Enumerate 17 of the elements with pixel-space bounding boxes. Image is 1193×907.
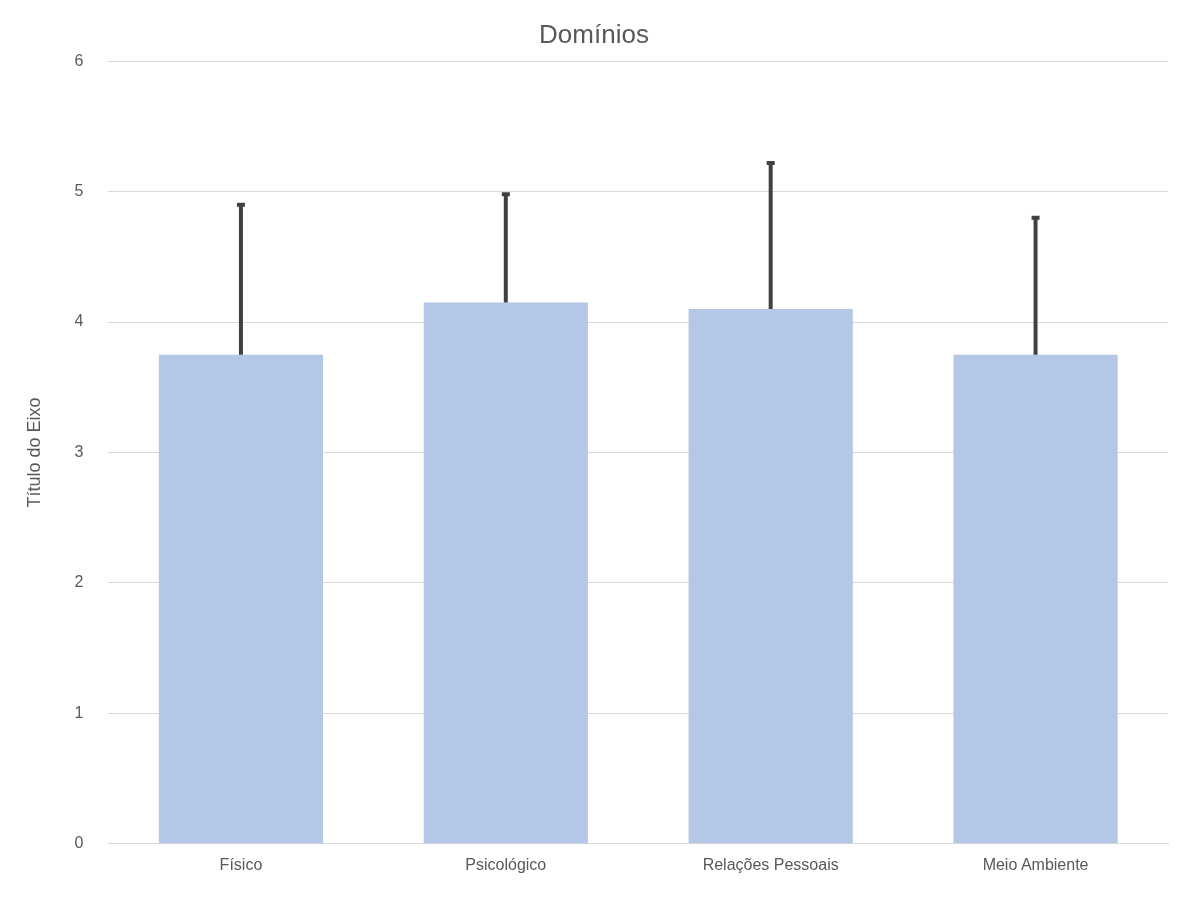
x-tick-label: Físico xyxy=(219,855,263,873)
bar xyxy=(158,354,324,844)
chart-title: Domínios xyxy=(539,18,649,49)
y-tick-label: 5 xyxy=(74,182,84,200)
x-tick-label: Relações Pessoais xyxy=(702,855,839,873)
bar xyxy=(423,302,588,844)
y-tick-label: 1 xyxy=(74,703,84,721)
x-tick-label: Psicológico xyxy=(465,855,547,873)
x-tick-label: Meio Ambiente xyxy=(982,855,1089,873)
y-tick-label: 6 xyxy=(74,51,84,69)
bar xyxy=(688,309,853,844)
y-tick-label: 2 xyxy=(74,573,84,591)
y-tick-label: 3 xyxy=(74,442,84,460)
bar xyxy=(953,354,1118,844)
y-axis-title: Título do Eixo xyxy=(23,397,44,508)
y-tick-label: 4 xyxy=(74,312,84,330)
y-tick-label: 0 xyxy=(74,834,84,852)
